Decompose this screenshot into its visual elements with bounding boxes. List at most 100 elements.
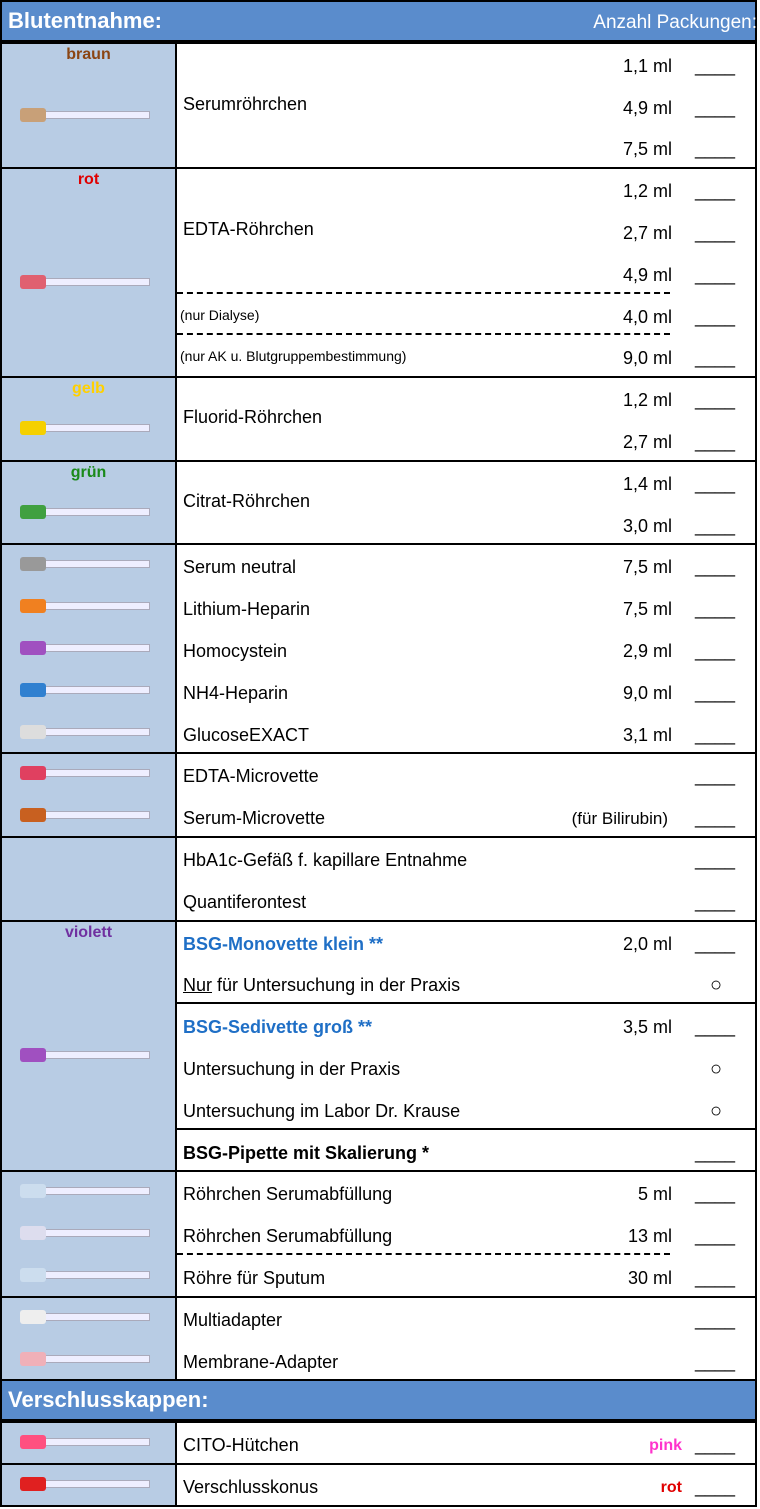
tube-cap [20, 808, 46, 823]
color-label: gelb [72, 380, 105, 398]
product-name: GlucoseEXACT [183, 715, 309, 757]
count-blank: ____ [695, 1351, 736, 1372]
row-divider [177, 333, 670, 336]
name-text: BSG-Monovette klein ** [183, 933, 384, 954]
volume: 3,5 ml [622, 1017, 672, 1038]
tube-cap [20, 1267, 46, 1282]
image-cell [0, 41, 177, 170]
name-text: Untersuchung in der Praxis [183, 1059, 401, 1079]
image-cell [0, 1295, 177, 1382]
count-blank: ____ [695, 1017, 736, 1038]
option-circle: ○ [709, 1058, 723, 1080]
row-divider [177, 1002, 757, 1005]
name-text: BSG-Pipette mit Skalierung * [183, 1142, 430, 1163]
product-name: HbA1c-Gefäß f. kapillare Entnahme [183, 840, 467, 882]
name-text: CITO-Hütchen [183, 1435, 299, 1456]
name-text: Röhrchen Serumabfüllung [183, 1226, 393, 1247]
product-name: Röhrchen Serumabfüllung [183, 1216, 392, 1258]
count-blank: ____ [695, 1142, 736, 1163]
volume: 5 ml [637, 1184, 672, 1205]
product-name: Serum neutral [183, 547, 296, 589]
image-cell [0, 167, 177, 379]
product-name: Membrane-Adapter [183, 1342, 338, 1384]
name-text: Serum neutral [183, 557, 297, 578]
volume: 1,2 ml [622, 181, 672, 202]
name-text: GlucoseEXACT [183, 724, 310, 745]
tube-cap [20, 504, 46, 519]
name-text: HbA1c-Gefäß f. kapillare Entnahme [183, 850, 468, 870]
volume: 4,9 ml [622, 264, 672, 285]
image-cell [0, 919, 177, 1173]
count-blank: ____ [695, 850, 736, 870]
comment: (für Bilirubin) [571, 809, 668, 829]
option-circle: ○ [709, 974, 723, 997]
count-blank: ____ [695, 1268, 736, 1288]
tube-cap [20, 724, 46, 739]
color-label: violett [64, 923, 113, 941]
name-text: Röhre für Sputum [183, 1268, 326, 1288]
name-text: für Untersuchung in der Praxis [212, 975, 461, 996]
volume: 13 ml [627, 1226, 672, 1247]
tube-cap [20, 1351, 46, 1366]
product-name: Multiadapter [183, 1300, 282, 1342]
note: (nur Dialyse) [180, 306, 260, 323]
tube-cap [20, 1476, 46, 1491]
count-blank: ____ [695, 348, 736, 369]
product-name: Verschlusskonus [183, 1467, 318, 1509]
section-title: Verschlusskappen: [8, 1387, 209, 1413]
count-blank: ____ [695, 306, 736, 327]
volume: 2,0 ml [622, 933, 672, 954]
volume: 7,5 ml [622, 557, 672, 578]
volume: 2,7 ml [622, 432, 672, 452]
tube-cap [20, 274, 46, 289]
count-blank: ____ [695, 432, 736, 452]
note: (nur AK u. Blutgruppembestimmung) [180, 348, 407, 365]
count-blank: ____ [695, 1184, 736, 1205]
volume: 7,5 ml [622, 139, 672, 160]
count-blank: ____ [695, 97, 736, 118]
product-name: Serum-Microvette [183, 798, 325, 840]
product-name: Serumröhrchen [183, 93, 308, 114]
count-blank: ____ [695, 641, 736, 661]
product-name: Lithium-Heparin [183, 589, 310, 631]
row-divider [177, 1127, 757, 1130]
tube-cap [20, 1226, 46, 1241]
section-title: Blutentnahme: [8, 8, 162, 33]
count-blank: ____ [695, 264, 736, 285]
product-name: BSG-Monovette klein ** [183, 924, 383, 966]
comment: rot [660, 1479, 682, 1496]
count-blank: ____ [695, 181, 736, 202]
product-name: EDTA-Röhrchen [183, 219, 314, 239]
count-blank: ____ [695, 473, 736, 494]
count-blank: ____ [695, 1226, 736, 1247]
image-cell [0, 376, 177, 462]
count-blank: ____ [695, 682, 736, 703]
tube-cap [20, 682, 46, 697]
name-text: Röhrchen Serumabfüllung [183, 1184, 393, 1205]
product-name: Quantiferontest [183, 882, 306, 924]
count-blank: ____ [695, 223, 736, 243]
volume: 4,0 ml [622, 306, 672, 327]
image-cell [0, 836, 177, 922]
volume: 1,1 ml [622, 55, 672, 76]
color-label: grün [70, 463, 107, 481]
volume: 1,4 ml [622, 473, 672, 494]
product-name: Citrat-Röhrchen [183, 490, 311, 511]
product-name: Röhre für Sputum [183, 1258, 325, 1300]
volume: 30 ml [627, 1268, 672, 1288]
tube-cap [20, 1184, 46, 1199]
product-name: Fluorid-Röhrchen [183, 407, 323, 428]
product-name: Homocystein [183, 631, 287, 673]
product-name: Untersuchung im Labor Dr. Krause [183, 1091, 460, 1133]
product-name: EDTA-Microvette [183, 756, 319, 798]
name-text: Quantiferontest [183, 891, 307, 912]
product-name: Röhrchen Serumabfüllung [183, 1174, 392, 1216]
name-text: BSG-Sedivette groß ** [183, 1017, 373, 1038]
product-name: BSG-Pipette mit Skalierung * [183, 1133, 429, 1175]
volume: 4,9 ml [622, 97, 672, 118]
count-blank: ____ [695, 515, 736, 536]
name-text: Membrane-Adapter [183, 1351, 339, 1372]
name-text: Verschlusskonus [183, 1477, 319, 1497]
count-blank: ____ [695, 766, 736, 787]
